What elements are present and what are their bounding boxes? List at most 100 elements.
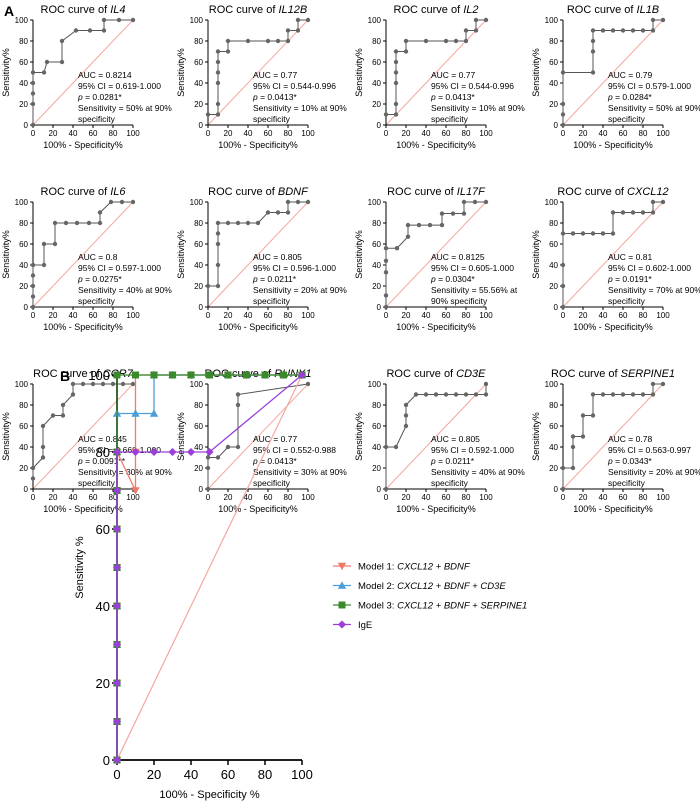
panel-title-gene: IL2 [463,4,478,16]
x-tick-label: 80 [109,493,118,502]
roc-point [265,38,271,44]
panel-title-gene: IL12B [278,4,307,16]
panel-b-letter: B [60,368,70,384]
x-tick-label: 80 [109,311,118,320]
roc-point [570,231,576,236]
roc-point [73,28,79,33]
roc-point [461,199,467,205]
roc-panel-il1b: ROC curve of IL1B 0 20 40 60 80 100 0 20 40 60 80 10… [531,4,700,150]
y-tick-label: 100 [88,368,110,383]
x-tick-label: 40 [184,767,198,782]
roc-point [560,465,566,471]
roc-point [285,210,291,215]
roc-panel-il4: ROC curve of IL4 0 20 40 60 80 100 0 20 40 60 80 100… [1,4,172,150]
roc-point [275,38,281,44]
panel-title: ROC curve of IL4 [41,4,126,16]
annotation-line: specificity [608,296,646,306]
y-tick-label: 20 [549,100,558,109]
panel-title-prefix: ROC curve of [41,186,111,198]
y-tick-label: 20 [549,464,558,473]
roc-point [110,381,116,387]
panel-title-gene: IL1B [637,4,660,16]
roc-point [225,220,231,226]
roc-line [208,201,308,287]
series-point [186,447,196,457]
annotation-line: AUC = 0.77 [253,70,297,80]
series-point [112,524,122,534]
roc-point [403,402,409,408]
annotation-pvalue: p = 0.0275* [77,274,122,284]
x-tick-label: 80 [462,493,471,502]
y-tick-label: 40 [372,79,381,88]
roc-line [562,201,663,307]
y-tick-label: 100 [190,380,204,389]
annotation-line: AUC = 0.8125 [431,252,485,262]
roc-point [90,381,96,387]
reference-diagonal [116,374,303,761]
roc-point [393,49,399,54]
roc-point [423,392,429,397]
y-axis-label: Sensitivity% [354,412,364,461]
x-tick-label: 0 [206,493,211,502]
roc-point [383,112,389,117]
y-tick-label: 80 [194,401,203,410]
roc-point [620,210,626,215]
y-tick-label: 0 [377,303,382,312]
y-axis-label: Sensitivity% [176,48,186,97]
legend-marker [337,620,347,629]
x-tick-label: 80 [462,311,471,320]
roc-panel-il6: ROC curve of IL6 0 20 40 60 80 100 0 20 40 60 80 100… [1,186,172,332]
x-tick-label: 0 [31,311,36,320]
reference-diagonal [207,19,309,126]
y-tick-label: 60 [19,422,28,431]
panel-title-gene: SERPINE1 [621,368,675,380]
roc-point [483,199,489,205]
roc-point [235,444,241,450]
roc-point [205,283,211,289]
x-tick-label: 0 [561,311,566,320]
panel-title-gene: CXCL12 [627,186,669,198]
x-tick-label: 20 [579,311,588,320]
panel-title-prefix: ROC curve of [33,368,103,380]
annotation-line: 95% CI = 0.563-0.997 [608,445,691,455]
x-tick-label: 80 [639,129,648,138]
roc-point [101,17,107,23]
x-tick-label: 40 [422,129,431,138]
y-tick-label: 0 [554,121,559,130]
roc-point [70,392,76,397]
roc-point [235,220,241,226]
y-tick-label: 20 [19,100,28,109]
x-tick-label: 60 [89,129,98,138]
legend-label-genes: CXCL12 + BDNF [397,562,471,573]
x-tick-label: 80 [284,129,293,138]
roc-point [383,304,389,310]
roc-point [630,392,636,397]
annotation-line: 95% CI = 0.544-0.996 [253,81,336,91]
roc-point [30,122,36,128]
y-tick-label: 40 [194,79,203,88]
x-tick-label: 0 [561,129,566,138]
x-tick-label: 20 [402,493,411,502]
reference-diagonal [385,383,487,490]
x-tick-label: 100 [479,129,493,138]
x-tick-label: 60 [442,493,451,502]
roc-point [130,17,136,23]
series-point [224,371,232,379]
y-tick-label: 40 [372,261,381,270]
x-tick-label: 60 [264,311,273,320]
roc-point [30,101,36,107]
legend-label-prefix: Model 3: [358,601,397,612]
annotation-p-value: = 0.0413* [436,92,476,102]
y-tick-label: 20 [194,282,203,291]
annotation-line: specificity [253,114,291,124]
roc-point [305,199,311,205]
y-tick-label: 60 [549,422,558,431]
x-tick-label: 20 [402,129,411,138]
roc-point [403,413,409,418]
y-axis-label: Sensitivity% [1,230,11,279]
x-axis-label: 100% - Specificity% [218,504,298,514]
x-tick-label: 20 [224,493,233,502]
annotation-pvalue: p = 0.0211* [252,274,297,284]
roc-point [30,80,36,86]
x-axis-label: 100% - Specificity% [218,322,298,332]
